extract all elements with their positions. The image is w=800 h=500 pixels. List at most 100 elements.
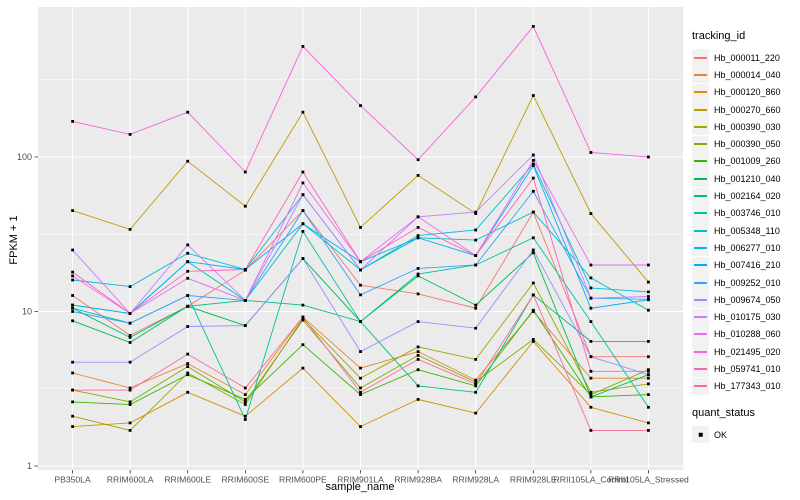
legend-key-line-icon — [692, 222, 709, 240]
data-point — [531, 176, 535, 180]
data-point — [416, 215, 420, 219]
data-point — [71, 303, 74, 307]
x-axis-title: sample_name — [325, 481, 395, 493]
data-point — [647, 290, 650, 294]
data-point — [589, 276, 593, 280]
data-point — [474, 228, 478, 232]
data-point — [416, 274, 420, 278]
data-point — [301, 318, 305, 322]
data-point — [186, 373, 190, 377]
legend-item-label: Hb_009674_050 — [714, 294, 781, 305]
legend: tracking_id Hb_000011_220 Hb_000014_040 Hb… — [692, 30, 781, 444]
data-point — [71, 120, 74, 123]
legend-item: Hb_006277_010 — [692, 239, 781, 257]
x-tick-label: RRIM928LE — [510, 475, 557, 485]
data-point — [301, 193, 305, 197]
data-point — [531, 281, 535, 285]
legend-item: Hb_005348_110 — [692, 222, 781, 240]
data-point — [531, 162, 535, 166]
legend-item-label: Hb_021495_020 — [714, 346, 781, 357]
legend-key-square-icon — [692, 426, 709, 444]
data-point — [128, 429, 132, 432]
data-point — [301, 317, 305, 320]
data-point — [359, 226, 362, 229]
data-point — [71, 294, 74, 297]
data-point — [416, 320, 420, 323]
data-point — [359, 104, 362, 107]
data-point — [647, 376, 650, 380]
legend-key-line-icon — [692, 308, 709, 326]
data-point — [531, 94, 535, 97]
legend-item-label: Hb_000390_050 — [714, 139, 781, 150]
legend-key-line-icon — [692, 239, 709, 257]
data-point — [301, 230, 305, 233]
data-point — [128, 334, 132, 337]
data-point — [589, 369, 593, 373]
data-point — [128, 312, 132, 315]
legend-item: Hb_000120_860 — [692, 83, 781, 101]
data-point — [71, 306, 74, 310]
legend-item-label: Hb_059741_010 — [714, 363, 781, 374]
data-point — [589, 263, 593, 267]
data-point — [416, 267, 420, 270]
data-point — [243, 268, 247, 271]
legend-key-line-icon — [692, 49, 709, 67]
data-point — [647, 355, 650, 359]
data-point — [243, 299, 247, 302]
data-point — [128, 321, 132, 325]
data-point — [531, 251, 535, 255]
legend-item: Hb_010288_060 — [692, 325, 781, 343]
data-point — [186, 294, 190, 297]
data-point — [359, 283, 362, 287]
data-point — [589, 340, 593, 343]
data-point — [416, 368, 420, 372]
data-point — [71, 319, 74, 323]
data-point — [128, 400, 132, 404]
data-point — [416, 398, 420, 401]
legend-key-line-icon — [692, 274, 709, 291]
data-point — [71, 425, 74, 428]
data-point — [531, 153, 535, 157]
legend-title-quant-status: quant_status — [692, 406, 755, 419]
data-point — [186, 390, 190, 394]
data-point — [531, 159, 535, 162]
data-point — [589, 355, 593, 359]
data-point — [186, 362, 190, 365]
data-point — [474, 238, 478, 242]
data-point — [531, 25, 535, 28]
data-point — [589, 320, 593, 323]
legend-item-label: Hb_005348_110 — [714, 225, 780, 236]
data-point — [416, 354, 420, 357]
legend-item: Hb_009252_010 — [692, 274, 781, 291]
legend-key-line-icon — [692, 187, 709, 205]
data-point — [589, 306, 593, 310]
data-point — [416, 345, 420, 349]
legend-item: Hb_001210_040 — [692, 170, 781, 188]
x-tick-label: RRIM600LA — [107, 475, 154, 485]
data-point — [186, 269, 190, 273]
data-point — [359, 320, 362, 323]
legend-key-color-line — [694, 160, 707, 163]
legend-item: Hb_010175_030 — [692, 308, 781, 326]
data-point — [359, 268, 362, 272]
legend-item-label: Hb_007416_210 — [714, 260, 781, 271]
data-point — [531, 189, 535, 193]
data-point — [416, 236, 420, 240]
legend-key-color-line — [694, 385, 707, 388]
data-point — [359, 425, 362, 428]
data-point — [531, 164, 535, 167]
data-point — [359, 293, 362, 297]
data-point — [474, 95, 478, 99]
data-point — [647, 368, 650, 372]
legend-item: Hb_000011_220 — [692, 49, 781, 67]
data-point — [128, 421, 132, 425]
data-point — [589, 296, 593, 300]
x-tick-label: RRIM928LA — [452, 475, 499, 485]
data-point — [647, 382, 650, 386]
legend-key-color-line — [694, 229, 707, 232]
data-point — [243, 400, 247, 404]
legend-item: Hb_003746_010 — [692, 204, 781, 222]
data-point — [416, 226, 420, 229]
data-point — [647, 340, 650, 343]
data-point — [647, 393, 650, 396]
